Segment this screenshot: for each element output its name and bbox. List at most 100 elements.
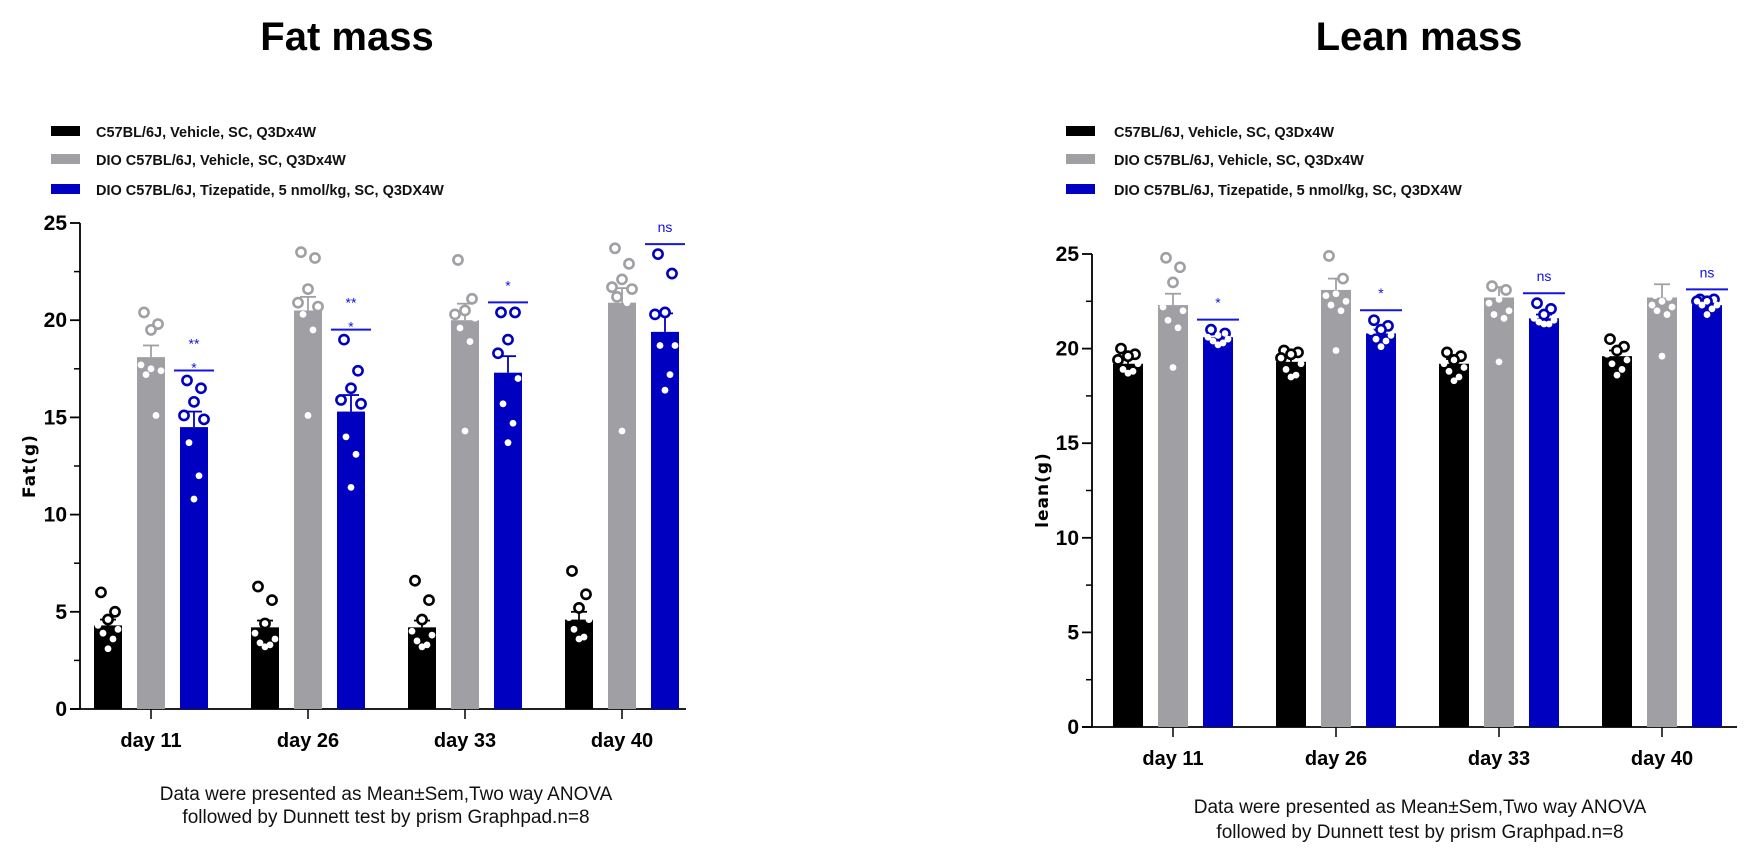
data-point <box>1648 301 1656 309</box>
data-point <box>1441 346 1453 359</box>
data-point <box>1495 358 1503 366</box>
data-point <box>1665 294 1673 301</box>
data-point <box>1663 311 1671 318</box>
data-point <box>145 324 157 336</box>
data-point <box>461 427 469 435</box>
data-point <box>347 483 355 491</box>
legend-label: DIO C57BL/6J, Tizepatide, 5 nmol/kg, SC,… <box>1114 183 1462 199</box>
y-tick-label: 20 <box>44 309 67 332</box>
legend-swatch-grey <box>1066 154 1095 164</box>
data-point <box>652 248 664 261</box>
bar <box>608 302 636 709</box>
x-tick-label: day 33 <box>434 730 496 752</box>
data-point <box>502 333 514 346</box>
data-point <box>261 643 269 651</box>
data-point <box>312 300 324 313</box>
data-point <box>504 439 512 447</box>
data-point <box>1285 348 1297 361</box>
data-point <box>352 450 360 458</box>
data-point <box>1495 296 1503 303</box>
data-point <box>1708 305 1716 313</box>
data-point <box>1445 367 1453 375</box>
data-point <box>309 326 317 334</box>
bar <box>1692 305 1722 727</box>
data-point <box>616 273 628 286</box>
data-point <box>1124 369 1132 377</box>
data-point <box>666 267 678 280</box>
data-point <box>611 290 623 303</box>
bar <box>337 411 365 709</box>
data-point <box>1134 360 1142 368</box>
data-point <box>1500 284 1512 296</box>
data-point <box>1604 333 1616 346</box>
x-tick-label: day 26 <box>1305 748 1367 770</box>
data-point <box>471 314 479 322</box>
y-tick-label: 20 <box>1056 338 1079 361</box>
y-tick-label: 0 <box>1067 716 1079 739</box>
data-point <box>509 306 521 319</box>
data-point <box>1332 347 1340 354</box>
data-point <box>309 252 321 264</box>
legend-swatch-blue <box>51 184 80 194</box>
data-point <box>656 342 664 349</box>
data-point <box>1653 307 1661 315</box>
data-point <box>1500 314 1508 322</box>
y-tick-label: 25 <box>1056 243 1080 266</box>
data-point <box>459 304 471 317</box>
data-point <box>1382 337 1390 345</box>
data-point <box>566 565 578 577</box>
data-point <box>423 594 435 607</box>
bar <box>1276 361 1306 727</box>
footnote-line-1: Data were presented as Mean±Sem,Two way … <box>1194 797 1647 818</box>
bar <box>1484 297 1514 727</box>
data-point <box>1337 307 1345 315</box>
bar <box>1602 356 1632 727</box>
data-point <box>1460 364 1468 371</box>
data-point <box>251 629 259 637</box>
data-point <box>1618 366 1626 373</box>
significance-label: ** <box>189 335 200 351</box>
bar <box>1647 297 1677 727</box>
data-point <box>1214 341 1222 349</box>
data-point <box>1174 261 1186 274</box>
data-point <box>1603 350 1611 358</box>
data-point <box>623 257 635 270</box>
bar <box>1366 333 1396 727</box>
data-point <box>295 246 307 259</box>
footnote-line-1: Data were presented as Mean±Sem,Two way … <box>160 784 613 805</box>
data-point <box>1658 352 1666 360</box>
y-tick-label: 15 <box>1056 432 1080 455</box>
data-point <box>137 361 145 369</box>
data-point <box>1545 320 1553 328</box>
data-point <box>142 371 150 379</box>
data-point <box>1160 251 1172 264</box>
data-point <box>1505 307 1513 315</box>
data-point <box>1703 311 1711 318</box>
data-point <box>1337 272 1349 285</box>
data-point <box>452 254 464 266</box>
data-point <box>195 382 207 395</box>
data-point <box>1608 360 1616 368</box>
data-point <box>649 308 661 321</box>
data-point <box>185 439 193 447</box>
significance-label: ns <box>658 219 673 235</box>
data-point <box>1224 335 1232 343</box>
x-tick-label: day 11 <box>1142 748 1203 770</box>
data-point <box>1122 350 1134 363</box>
data-point <box>1490 311 1498 318</box>
data-point <box>565 614 573 622</box>
x-tick-label: day 40 <box>591 730 653 752</box>
lean-mass-panel: Lean mass C57BL/6J, Vehicle, SC, Q3Dx4W … <box>1033 15 1737 843</box>
data-point <box>1530 314 1538 322</box>
significance-label: * <box>1378 285 1384 301</box>
data-point <box>1550 316 1558 324</box>
footnote-line-2: followed by Dunnett test by prism Graphp… <box>182 807 589 828</box>
data-point <box>157 367 165 375</box>
data-point <box>1323 249 1335 262</box>
bar <box>1321 289 1351 727</box>
data-point <box>499 400 507 408</box>
y-tick-label: 5 <box>55 601 67 624</box>
data-point <box>623 299 631 307</box>
data-point <box>416 613 428 626</box>
